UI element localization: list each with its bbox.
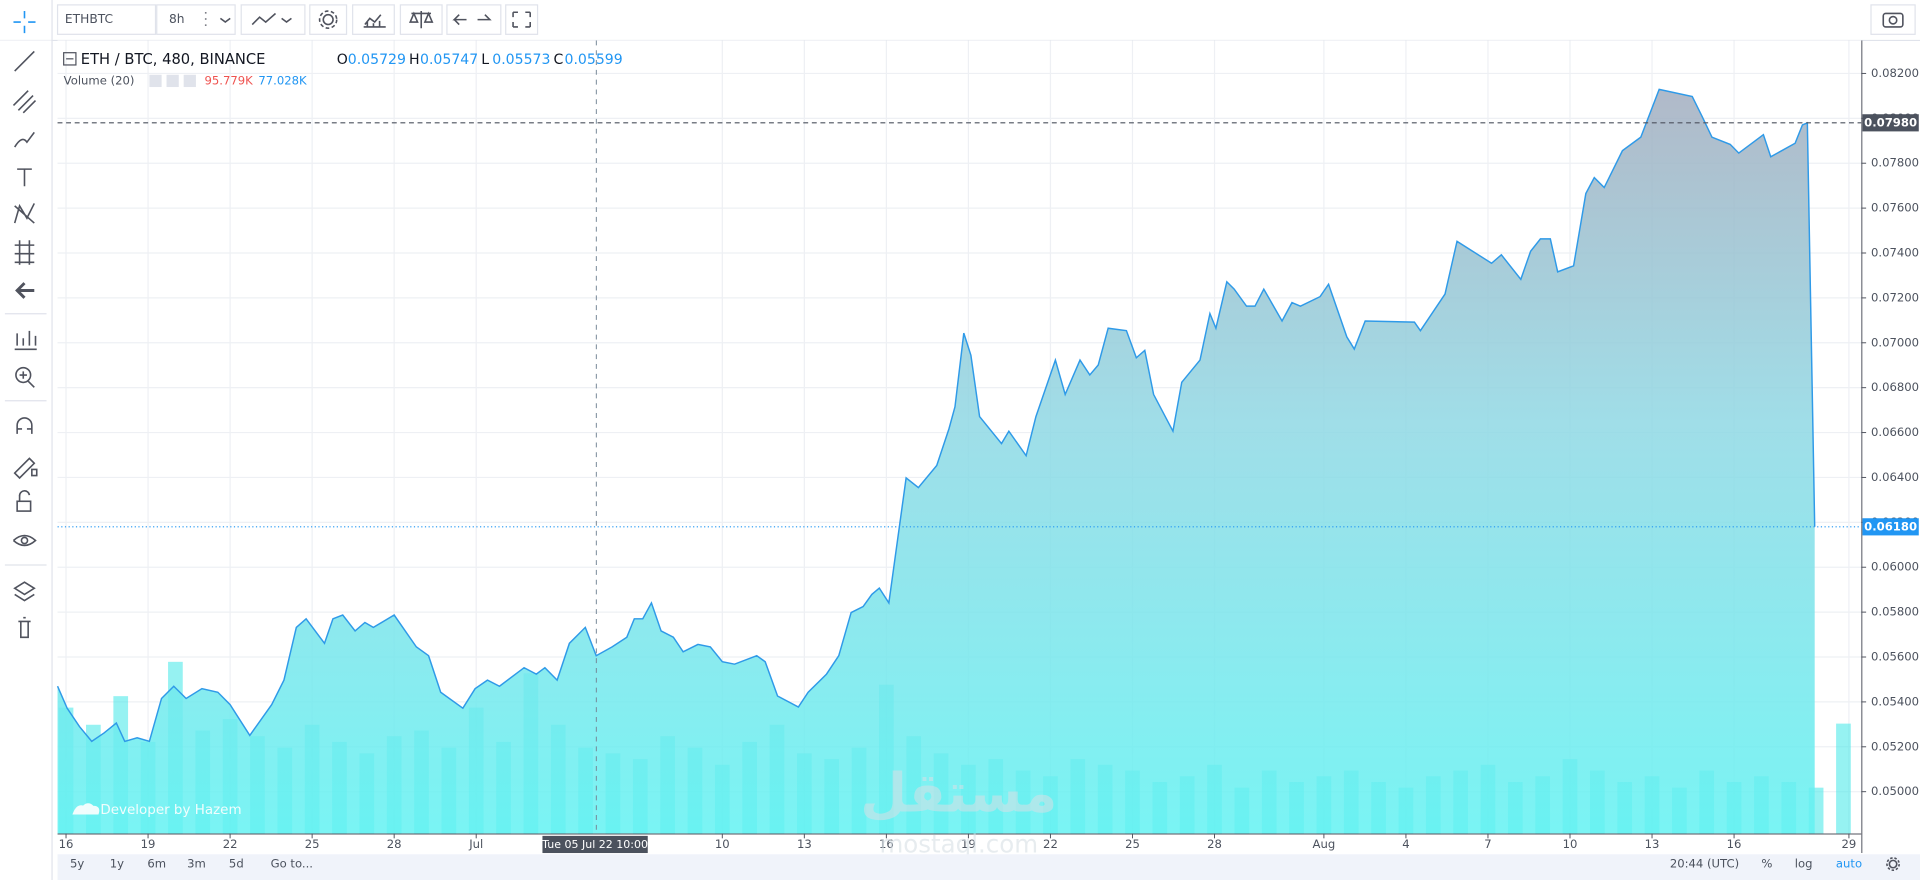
bottom-toolbar	[57, 854, 1920, 880]
left-toolbar	[0, 40, 52, 880]
symbol: ETHBTC	[65, 12, 113, 26]
volume-legend-values: 95.779K 77.028K	[149, 73, 307, 87]
range-button[interactable]: 5y	[70, 857, 84, 871]
price-pane	[56, 88, 1816, 834]
y-tick-label: 0.05800	[1871, 605, 1919, 619]
volume-bar	[1836, 723, 1851, 834]
y-tick-label: 0.05600	[1871, 650, 1919, 664]
range-button[interactable]: 5d	[229, 857, 244, 871]
collapse-button[interactable]	[63, 52, 77, 66]
x-tick-label: 13	[1645, 837, 1660, 851]
ohlc-legend: O 0.05729 H 0.05747 L 0.05573 C 0.05599	[337, 52, 623, 68]
y-tick-label: 0.07600	[1871, 201, 1919, 215]
brand-url: mostaql.com	[879, 830, 1038, 859]
x-tick-label: Aug	[1313, 837, 1336, 851]
ohlc-value: 0.05747	[420, 52, 478, 68]
y-tick-label: 0.06800	[1871, 380, 1919, 394]
scale-option[interactable]: %	[1761, 857, 1772, 871]
y-tick-label: 0.07000	[1871, 335, 1919, 349]
y-tick-label: 0.07400	[1871, 245, 1919, 259]
bottom-controls: 5y 1y 6m 3m 5d% log auto	[70, 857, 1862, 871]
x-tick-label: 19	[141, 837, 156, 851]
price-label: 0.06180	[1864, 519, 1917, 533]
x-tick-label: 4	[1402, 837, 1409, 851]
ohlc-value: 0.05599	[564, 52, 622, 68]
legend-icon[interactable]	[183, 74, 196, 88]
volume-legend-value: 95.779K	[204, 73, 253, 87]
goto-button[interactable]: Go to...	[271, 857, 313, 871]
ohlc-value: 0.05573	[492, 52, 550, 68]
price-label-box	[1862, 114, 1919, 132]
x-tick-label: 22	[223, 837, 238, 851]
legend-title: ETH / BTC, 480, BINANCE	[81, 51, 266, 68]
chart-type-button[interactable]	[240, 4, 306, 35]
legend-icon[interactable]	[166, 74, 179, 88]
ohlc-name: H	[409, 52, 420, 68]
watermark: Developer by Hazem	[100, 802, 241, 818]
interval: 8h	[169, 12, 185, 26]
range-button[interactable]: 6m	[147, 857, 166, 871]
compare-button[interactable]	[399, 4, 443, 35]
axes: 0.05000 0.05200 0.05400 0.05600 0.05800 0.060…	[57, 66, 1919, 851]
x-tick-label: 29	[1842, 837, 1857, 851]
snapshot-button[interactable]	[1870, 4, 1916, 35]
x-tick-label: 16	[59, 837, 74, 851]
x-tick-label: 7	[1484, 837, 1491, 851]
drawing-tools[interactable]	[12, 11, 38, 639]
x-tick-label: 16	[879, 837, 894, 851]
brand-watermark: مستقل	[860, 761, 1057, 824]
y-tick-label: 0.05200	[1871, 739, 1919, 753]
y-tick-label: 0.06400	[1871, 470, 1919, 484]
x-tick-label: 16	[1727, 837, 1742, 851]
crosshair-label: Tue 05 Jul 22 10:00	[541, 838, 648, 851]
price-label: 0.07980	[1864, 115, 1917, 129]
ohlc-name: L	[481, 52, 489, 68]
toolbar-icons	[204, 10, 1904, 29]
y-tick-label: 0.08200	[1871, 66, 1919, 80]
time-zone: 20:44 (UTC)	[1670, 857, 1739, 871]
y-tick-label: 0.06600	[1871, 425, 1919, 439]
range-button[interactable]: 3m	[187, 857, 206, 871]
x-tick-label: Jul	[468, 837, 483, 851]
ohlc-value: 0.05729	[348, 52, 406, 68]
watermark-icon	[72, 803, 100, 815]
price-area	[57, 89, 1815, 834]
y-tick-label: 0.06000	[1871, 560, 1919, 574]
x-tick-label: 19	[961, 837, 976, 851]
settings-button[interactable]	[309, 4, 348, 35]
x-tick-label: 25	[1125, 837, 1140, 851]
scale-option[interactable]: log	[1795, 857, 1813, 871]
range-button[interactable]: 1y	[110, 857, 124, 871]
x-tick-label: 10	[1563, 837, 1578, 851]
x-tick-label: 28	[387, 837, 402, 851]
fullscreen-button[interactable]	[505, 4, 539, 35]
volume-legend: Volume (20)	[64, 73, 135, 87]
ohlc-name: O	[337, 52, 348, 68]
symbol-box[interactable]	[56, 4, 157, 35]
x-tick-label: 10	[715, 837, 730, 851]
price-line	[56, 88, 1816, 743]
indicators-button[interactable]	[352, 4, 395, 35]
legend-icon[interactable]	[149, 74, 162, 88]
ohlc-name: C	[553, 52, 563, 68]
settings-gear[interactable]	[1886, 857, 1900, 871]
price-label-box	[1862, 518, 1919, 536]
x-tick-label: 28	[1207, 837, 1222, 851]
scale-option[interactable]: auto	[1836, 857, 1862, 871]
crosshair-label-box	[542, 835, 648, 854]
y-tick-label: 0.05400	[1871, 694, 1919, 708]
y-tick-label: 0.05000	[1871, 784, 1919, 798]
y-tick-label: 0.07800	[1871, 156, 1919, 170]
x-tick-label: 22	[1043, 837, 1058, 851]
x-tick-label: 25	[305, 837, 320, 851]
x-tick-label: 13	[797, 837, 812, 851]
volume-legend-value: 77.028K	[258, 73, 307, 87]
y-tick-label: 0.07200	[1871, 290, 1919, 304]
